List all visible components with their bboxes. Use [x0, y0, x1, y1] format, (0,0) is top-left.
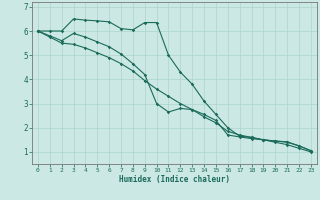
X-axis label: Humidex (Indice chaleur): Humidex (Indice chaleur): [119, 175, 230, 184]
